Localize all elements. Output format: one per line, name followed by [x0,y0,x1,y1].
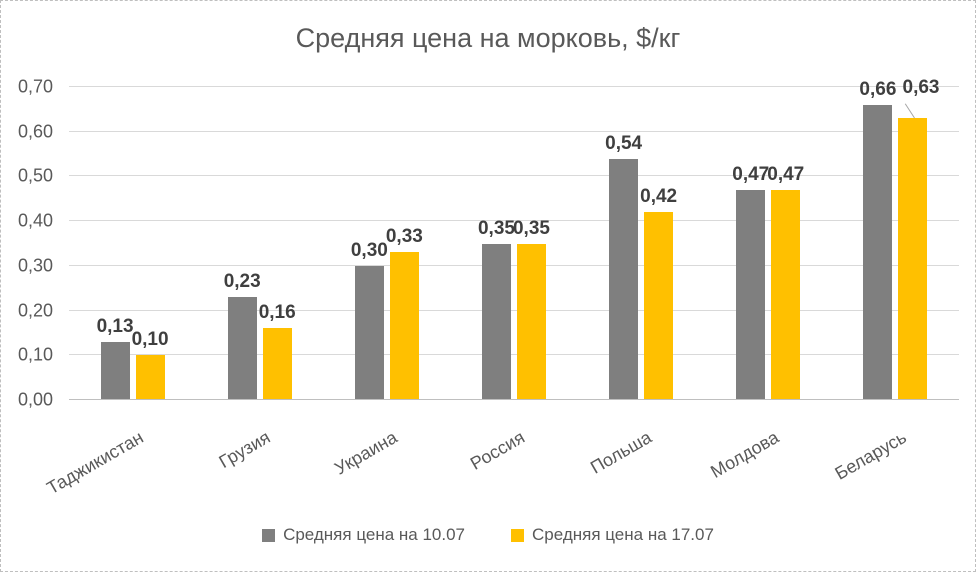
bar-series2-4: 0,35 [513,218,550,400]
bar-group-3: 0,30 0,33 [323,87,450,400]
x-axis: Таджикистан Грузия Украина Россия Польша Молд… [43,400,959,505]
bars-row: 0,13 0,10 0,23 0,16 0,30 0,33 0,35 0,35 0,54 0,42… [69,77,959,400]
chart-title: Средняя цена на морковь, $/кг [295,23,681,53]
bar-group-6: 0,47 0,47 [705,87,832,400]
x-category-label: Таджикистан [43,427,147,499]
gridline [69,130,959,132]
y-axis: 0,00 0,10 0,20 0,30 0,40 0,50 0,60 0,70 [1,77,59,410]
bar-value-label: 0,63 [902,77,940,99]
bar-group-1: 0,13 0,10 [69,87,196,400]
plot-area: 0,13 0,10 0,23 0,16 0,30 0,33 0,35 0,35 0,54 0,42… [69,77,959,400]
bar-series1-2: 0,23 [224,271,261,400]
bar-value-label: 0,16 [258,302,296,324]
y-tick-label: 0,60 [17,121,53,142]
data-label-leader-line [905,103,916,119]
x-axis-line [69,399,959,400]
y-tick-label: 0,00 [17,389,53,410]
bar-value-label: 0,10 [131,329,169,351]
legend-swatch-series1-icon [262,528,276,542]
y-tick-label: 0,70 [17,76,53,97]
bar-value-label: 0,47 [732,163,770,185]
bar-series1-7: 0,66 [859,79,896,400]
bar-series1-4: 0,35 [478,218,515,400]
bar-series2-5: 0,42 [640,186,677,400]
bar-series2-1: 0,10 [132,329,169,400]
y-tick-label: 0,30 [17,255,53,276]
y-tick-label: 0,40 [17,210,53,231]
bar-group-2: 0,23 0,16 [196,87,323,400]
bar-value-label: 0,35 [477,217,515,239]
legend: Средняя цена на 10.07 Средняя цена на 17… [1,525,975,545]
bar-value-label: 0,35 [512,217,550,239]
bar-series2-7: 0,63 [898,77,940,400]
bar-series1-1: 0,13 [97,316,134,400]
x-category-label: Польша [587,427,656,478]
bar-group-7: 0,66 0,63 [832,77,959,400]
bar-series1-3: 0,30 [351,240,388,400]
x-category-label: Украина [331,427,401,479]
gridline [69,175,959,177]
x-category-label: Россия [466,427,528,474]
y-tick-label: 0,10 [17,344,53,365]
gridline [69,309,959,311]
legend-item-series1: Средняя цена на 10.07 [262,525,465,545]
bar-value-label: 0,33 [385,226,423,248]
legend-label-series2: Средняя цена на 17.07 [532,525,714,544]
x-category-label: Молдова [707,427,783,482]
bar-series1-6: 0,47 [732,164,769,400]
legend-swatch-series2-icon [511,528,524,542]
bar-value-label: 0,47 [767,163,805,185]
y-tick-label: 0,20 [17,300,53,321]
bar-value-label: 0,13 [96,315,134,337]
bar-series2-6: 0,47 [767,164,804,400]
bar-value-label: 0,30 [350,239,388,261]
legend-item-series2: Средняя цена на 17.07 [511,525,714,545]
bar-group-4: 0,35 0,35 [450,87,577,400]
x-category-label: Беларусь [831,427,910,484]
bar-value-label: 0,23 [223,271,261,293]
gridline [69,264,959,266]
bar-group-5: 0,54 0,42 [578,87,705,400]
x-category-label: Грузия [215,427,274,473]
bar-value-label: 0,66 [859,78,897,100]
gridline [69,220,959,222]
bar-series2-3: 0,33 [386,226,423,400]
gridline [69,354,959,356]
bar-value-label: 0,54 [605,132,643,154]
gridline [69,86,959,87]
legend-label-series1: Средняя цена на 10.07 [283,525,465,544]
bar-series1-5: 0,54 [605,133,642,400]
y-tick-label: 0,50 [17,165,53,186]
bar-value-label: 0,42 [640,186,678,208]
bar-series2-2: 0,16 [259,302,296,400]
